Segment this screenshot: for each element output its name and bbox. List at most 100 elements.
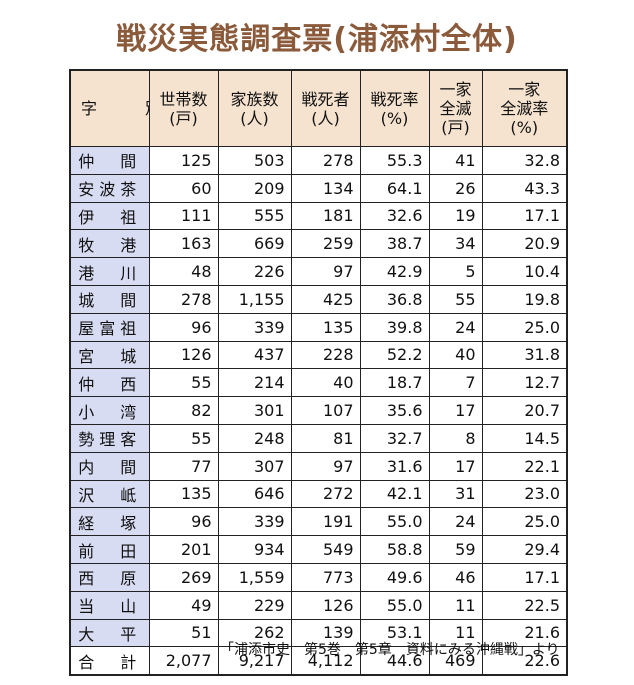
header-family-wipeout-rate: 一家 全滅率 (%): [481, 69, 568, 147]
district-name-cell: 伊 祖: [69, 201, 150, 231]
district-name-cell: 経 塚: [69, 507, 150, 537]
value-cell: 5: [428, 257, 483, 286]
value-cell: 4,112: [290, 646, 361, 676]
header-family-wiped-out: 一家 全滅 (戸): [428, 69, 483, 147]
value-cell: 214: [217, 368, 292, 398]
value-cell: 262: [217, 618, 292, 648]
value-cell: 339: [217, 507, 292, 537]
district-name-cell: 仲 西: [69, 368, 150, 398]
value-cell: 39.8: [359, 312, 430, 342]
value-cell: 96: [148, 312, 219, 342]
header-family-members: 家族数 (人): [217, 69, 292, 147]
district-name-cell: 当 山: [69, 590, 150, 620]
value-cell: 82: [148, 396, 219, 425]
value-cell: 43.3: [481, 173, 568, 203]
value-cell: 14.5: [481, 423, 568, 453]
district-name-cell: 城 間: [69, 284, 150, 314]
value-cell: 40: [428, 340, 483, 370]
value-cell: 2,077: [148, 646, 219, 676]
district-name-cell: 前 田: [69, 535, 150, 564]
value-cell: 55: [148, 368, 219, 398]
value-cell: 97: [290, 257, 361, 286]
value-cell: 272: [290, 479, 361, 509]
value-cell: 8: [428, 423, 483, 453]
table-row: 牧 港 163 669 259 38.7 34 20.9: [69, 229, 568, 259]
page-title: 戦災実態調査票(浦添村全体): [116, 22, 518, 57]
value-cell: 163: [148, 229, 219, 259]
value-cell: 22.5: [481, 590, 568, 620]
district-name-cell: 牧 港: [69, 229, 150, 259]
value-cell: 31: [428, 479, 483, 509]
value-cell: 555: [217, 201, 292, 231]
value-cell: 469: [428, 646, 483, 676]
table-row: 内 間 77 307 97 31.6 17 22.1: [69, 451, 568, 481]
table-row: 仲 西 55 214 40 18.7 7 12.7: [69, 368, 568, 398]
value-cell: 60: [148, 173, 219, 203]
value-cell: 34: [428, 229, 483, 259]
value-cell: 77: [148, 451, 219, 481]
value-cell: 52.2: [359, 340, 430, 370]
value-cell: 278: [148, 284, 219, 314]
value-cell: 51: [148, 618, 219, 648]
value-cell: 17.1: [481, 201, 568, 231]
value-cell: 29.4: [481, 535, 568, 564]
district-name-cell: 安波茶: [69, 173, 150, 203]
value-cell: 46: [428, 562, 483, 592]
value-cell: 201: [148, 535, 219, 564]
value-cell: 17: [428, 396, 483, 425]
value-cell: 17: [428, 451, 483, 481]
value-cell: 339: [217, 312, 292, 342]
header-households: 世帯数 (戸): [148, 69, 219, 147]
table-row: 勢理客 55 248 81 32.7 8 14.5: [69, 423, 568, 453]
value-cell: 209: [217, 173, 292, 203]
value-cell: 40: [290, 368, 361, 398]
table-row: 港 川 48 226 97 42.9 5 10.4: [69, 257, 568, 286]
district-name-cell: 大 平: [69, 618, 150, 648]
value-cell: 437: [217, 340, 292, 370]
value-cell: 20.7: [481, 396, 568, 425]
value-cell: 17.1: [481, 562, 568, 592]
value-cell: 97: [290, 451, 361, 481]
district-name-cell: 宮 城: [69, 340, 150, 370]
value-cell: 24: [428, 312, 483, 342]
header-district: 字 別: [69, 69, 150, 147]
value-cell: 25.0: [481, 312, 568, 342]
district-name-cell: 西 原: [69, 562, 150, 592]
value-cell: 42.9: [359, 257, 430, 286]
value-cell: 49.6: [359, 562, 430, 592]
district-name-cell: 内 間: [69, 451, 150, 481]
value-cell: 21.6: [481, 618, 568, 648]
value-cell: 181: [290, 201, 361, 231]
value-cell: 134: [290, 173, 361, 203]
table-row: 前 田 201 934 549 58.8 59 29.4: [69, 535, 568, 564]
table-row: 城 間 278 1,155 425 36.8 55 19.8: [69, 284, 568, 314]
value-cell: 9,217: [217, 646, 292, 676]
value-cell: 278: [290, 146, 361, 175]
value-cell: 191: [290, 507, 361, 537]
value-cell: 135: [290, 312, 361, 342]
source-citation: 「浦添市史 第5巻 第5章 資料にみる沖縄戦」より: [220, 642, 560, 658]
value-cell: 18.7: [359, 368, 430, 398]
value-cell: 32.7: [359, 423, 430, 453]
value-cell: 301: [217, 396, 292, 425]
header-war-dead: 戦死者 (人): [290, 69, 361, 147]
value-cell: 126: [290, 590, 361, 620]
war-damage-table: 字 別世帯数(戸)家族数(人)戦死者(人)戦死率(%)一家全滅(戸)一家全滅率(…: [69, 69, 568, 677]
table-row: 沢 岻 135 646 272 42.1 31 23.0: [69, 479, 568, 509]
value-cell: 107: [290, 396, 361, 425]
value-cell: 22.6: [481, 646, 568, 676]
value-cell: 55: [148, 423, 219, 453]
value-cell: 31.6: [359, 451, 430, 481]
value-cell: 31.8: [481, 340, 568, 370]
table-row: 安波茶 60 209 134 64.1 26 43.3: [69, 173, 568, 203]
value-cell: 549: [290, 535, 361, 564]
value-cell: 10.4: [481, 257, 568, 286]
value-cell: 646: [217, 479, 292, 509]
value-cell: 248: [217, 423, 292, 453]
value-cell: 64.1: [359, 173, 430, 203]
district-name-cell: 沢 岻: [69, 479, 150, 509]
value-cell: 42.1: [359, 479, 430, 509]
value-cell: 81: [290, 423, 361, 453]
value-cell: 58.8: [359, 535, 430, 564]
table-row: 屋富祖 96 339 135 39.8 24 25.0: [69, 312, 568, 342]
